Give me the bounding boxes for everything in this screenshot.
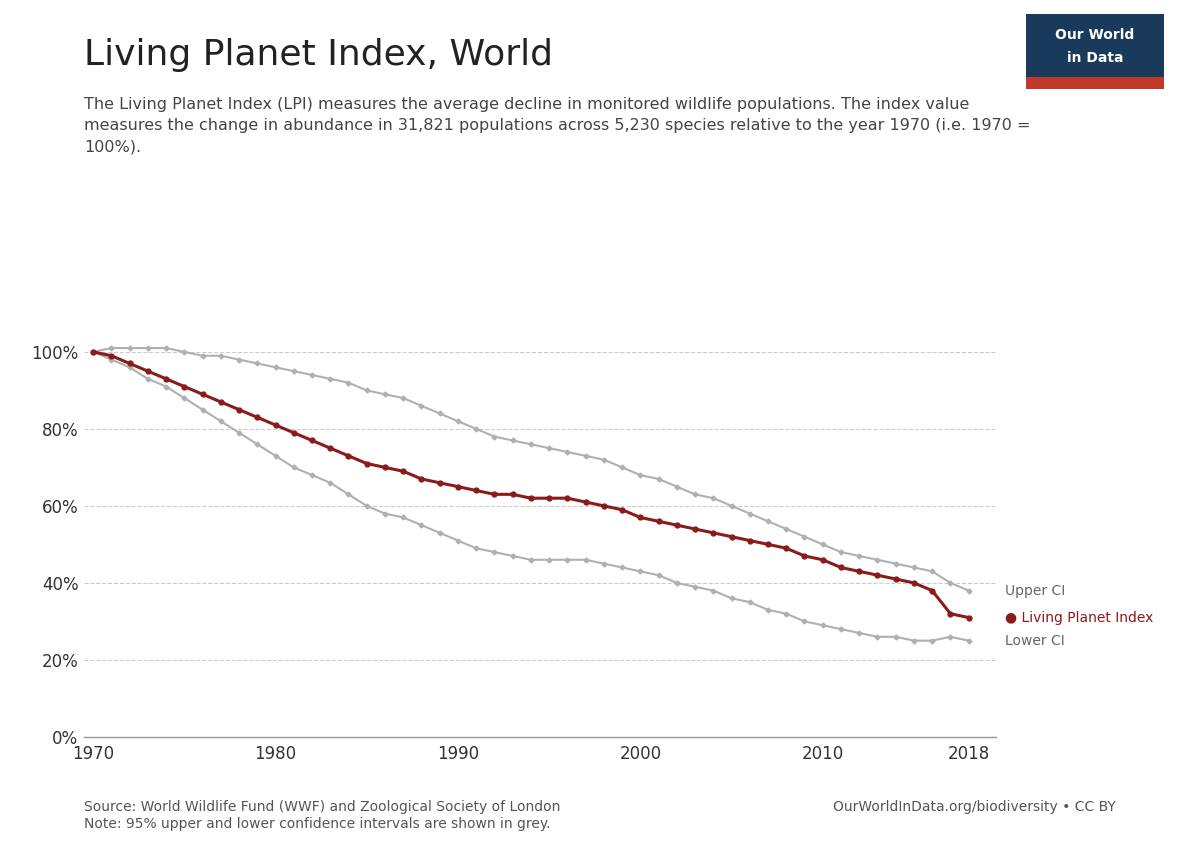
Text: Source: World Wildlife Fund (WWF) and Zoological Society of London
Note: 95% upp: Source: World Wildlife Fund (WWF) and Zo… (84, 800, 560, 831)
Text: Our World: Our World (1055, 28, 1135, 42)
Text: ● Living Planet Index: ● Living Planet Index (1006, 611, 1153, 624)
Text: Lower CI: Lower CI (1006, 634, 1064, 648)
Text: OurWorldInData.org/biodiversity • CC BY: OurWorldInData.org/biodiversity • CC BY (833, 800, 1116, 815)
Text: in Data: in Data (1067, 51, 1123, 64)
Text: The Living Planet Index (LPI) measures the average decline in monitored wildlife: The Living Planet Index (LPI) measures t… (84, 97, 1031, 154)
Text: Living Planet Index, World: Living Planet Index, World (84, 38, 553, 72)
Bar (1026, 77, 1164, 89)
Text: Upper CI: Upper CI (1006, 584, 1066, 598)
